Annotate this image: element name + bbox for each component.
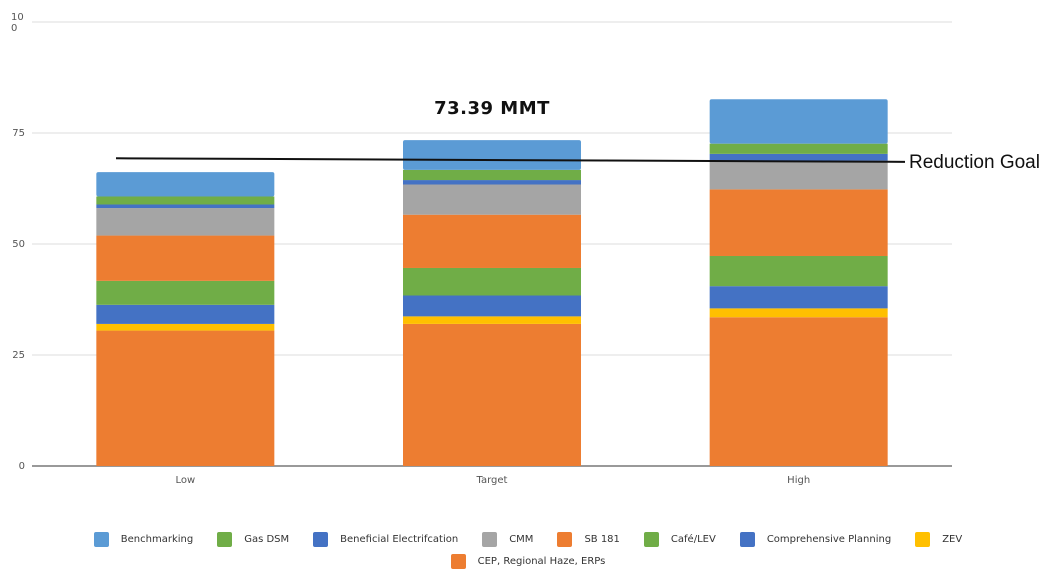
bar-segment [710,144,888,154]
bar-segment [403,215,581,268]
x-axis-labels: Low Target High [175,475,810,486]
bar-segment [403,140,581,170]
legend-swatch [915,532,930,547]
legend-swatch [94,532,109,547]
x-tick-label: High [787,475,810,486]
chart-legend: Benchmarking Gas DSM Beneficial Electrifca… [48,531,1008,569]
legend-item: CMM [482,531,533,547]
legend-swatch [482,532,497,547]
bar-segment [403,180,581,184]
bar-segment [96,324,274,331]
bar-segment [96,331,274,466]
legend-label: Café/LEV [671,534,716,545]
legend-swatch [313,532,328,547]
bar-segment [710,189,888,256]
bar-segment [403,268,581,296]
y-tick-label: 75 [12,128,25,139]
bar-segment [403,324,581,466]
bar-segment [403,296,581,317]
y-tick-label: 0 [11,23,17,34]
legend-item: Café/LEV [644,531,716,547]
legend-swatch [644,532,659,547]
reduction-goal-label: Reduction Goal [909,152,1040,173]
bar-segment [403,316,581,324]
legend-label: ZEV [942,534,962,545]
bar-segment [710,286,888,308]
bar-segment [96,305,274,324]
legend-item: ZEV [915,531,962,547]
legend-swatch [740,532,755,547]
bar-stack-high [710,99,888,466]
x-tick-label: Low [175,475,195,486]
bar-segment [96,208,274,236]
bars [96,99,887,466]
bar-segment [96,281,274,305]
bar-segment [710,154,888,161]
bar-segment [96,196,274,204]
legend-item: CEP, Regional Haze, ERPs [451,553,606,569]
legend-label: CEP, Regional Haze, ERPs [478,556,606,567]
legend-label: Benchmarking [121,534,193,545]
legend-item: Gas DSM [217,531,289,547]
x-tick-label: Target [476,475,508,486]
bar-segment [96,204,274,208]
bar-segment [710,256,888,286]
legend-item: Comprehensive Planning [740,531,891,547]
bar-stack-target [403,140,581,466]
bar-segment [710,161,888,190]
legend-item: SB 181 [557,531,619,547]
legend-label: Comprehensive Planning [767,534,891,545]
bar-segment [96,172,274,196]
legend-item: Beneficial Electrifcation [313,531,458,547]
legend-swatch [451,554,466,569]
bar-stack-low [96,172,274,466]
bar-segment [96,236,274,281]
legend-item: Benchmarking [94,531,193,547]
legend-label: Beneficial Electrifcation [340,534,458,545]
legend-swatch [217,532,232,547]
legend-swatch [557,532,572,547]
y-tick-label: 50 [12,239,25,250]
bar-segment [710,317,888,466]
legend-label: SB 181 [584,534,619,545]
y-tick-label: 10 [11,12,24,23]
y-tick-label: 25 [12,350,25,361]
bar-segment [710,99,888,143]
y-tick-label: 0 [19,461,25,472]
legend-label: CMM [509,534,533,545]
total-annotation: 73.39 MMT [434,98,550,119]
bar-segment [403,185,581,215]
bar-segment [710,308,888,317]
legend-label: Gas DSM [244,534,289,545]
bar-segment [403,170,581,180]
